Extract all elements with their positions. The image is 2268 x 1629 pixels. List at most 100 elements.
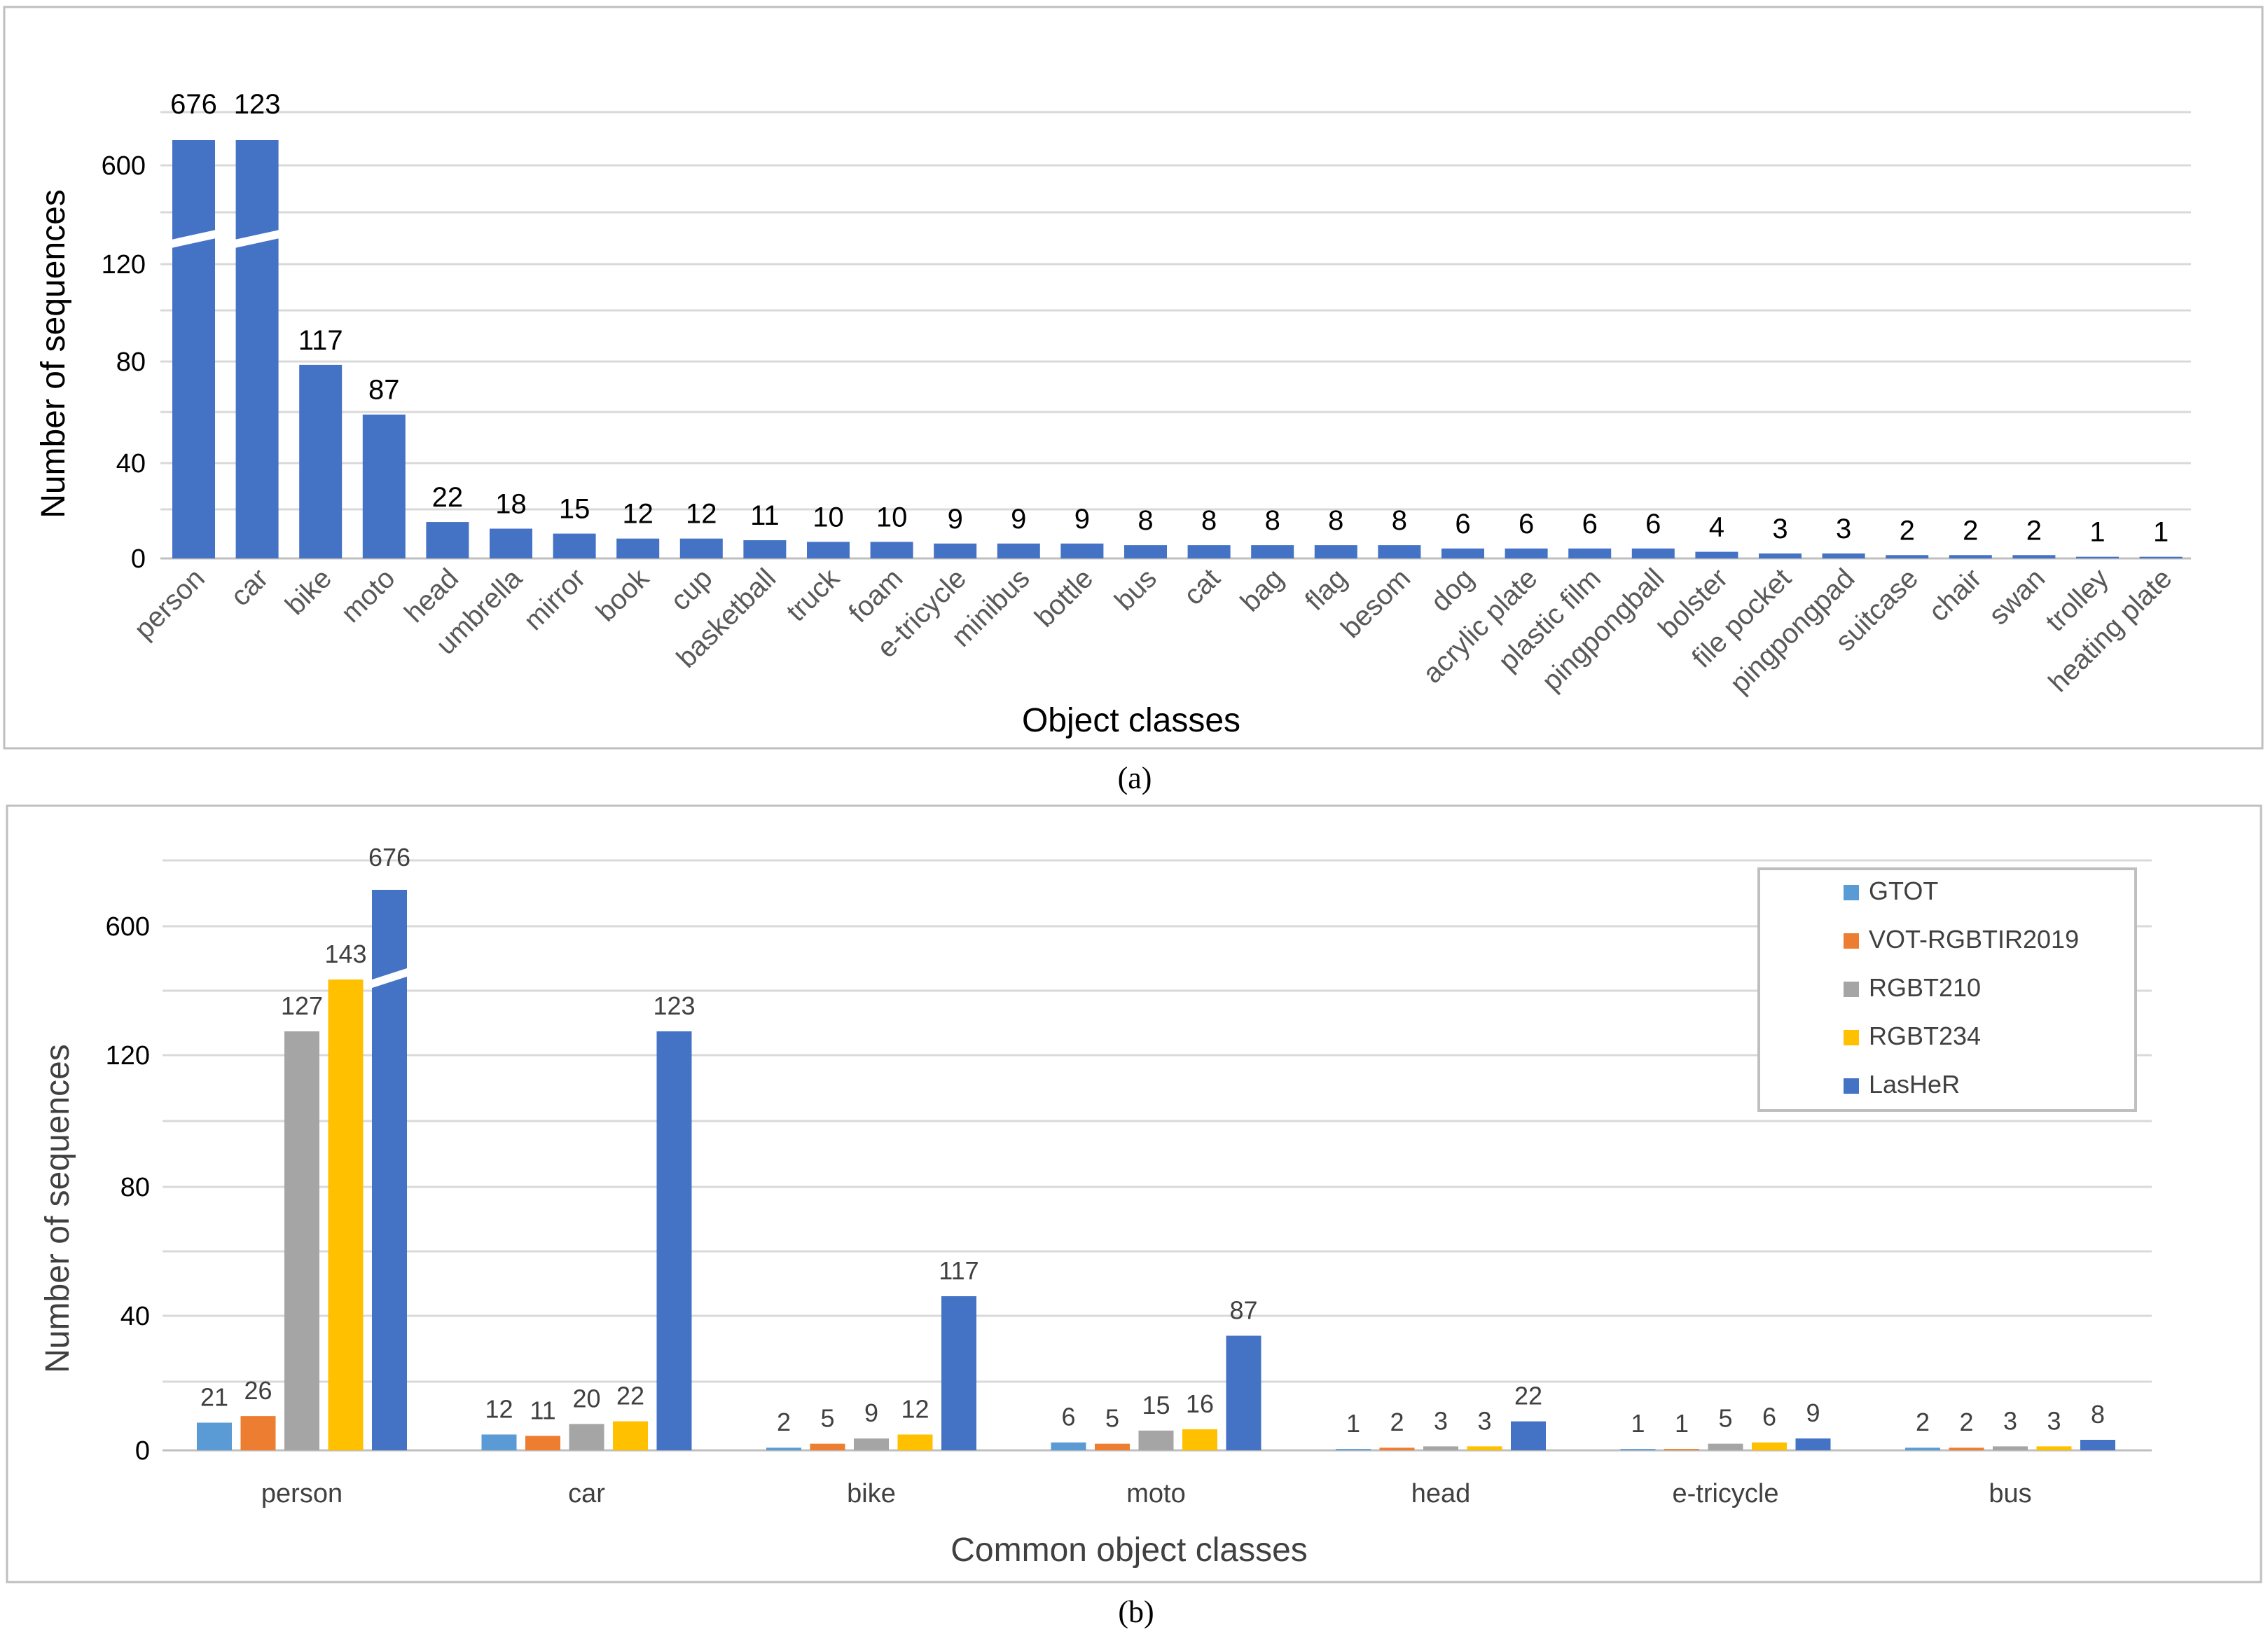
category-label: moto: [1126, 1479, 1185, 1508]
panel-a-y-axis-title: Number of sequences: [35, 189, 72, 518]
bar-e-tricycle-vot-rgbtir2019: [1664, 1449, 1699, 1450]
panel-a-y-ticks: 0 40 80 120 600: [102, 151, 146, 574]
bar-person-gtot: [197, 1422, 232, 1450]
bar-trolley: [2076, 556, 2119, 558]
bar-moto: [362, 414, 406, 558]
bar-bus-rgbt234: [2036, 1446, 2072, 1450]
panel-a-frame: [3, 6, 2264, 750]
y-tick-label: 0: [135, 1436, 150, 1466]
panel-a-x-axis-title: Object classes: [1022, 702, 1240, 739]
bar-bike: [299, 364, 343, 558]
data-label: 6: [1582, 509, 1598, 539]
panel-b-bars: [197, 890, 2115, 1450]
bar-pingpongball: [1631, 548, 1675, 558]
bar-e-tricycle-rgbt234: [1752, 1442, 1787, 1450]
bar-mirror: [553, 533, 596, 558]
bar-bike-rgbt234: [897, 1434, 933, 1450]
y-tick-label: 120: [102, 250, 146, 280]
bar-umbrella: [490, 528, 532, 558]
caption-b: (b): [1118, 1595, 1154, 1629]
legend-label: GTOT: [1869, 877, 1938, 905]
bar-e-tricycle-gtot: [1620, 1449, 1656, 1450]
category-label: bike: [847, 1479, 896, 1508]
bar-bike-vot-rgbtir2019: [810, 1443, 845, 1450]
data-label: 9: [1806, 1398, 1820, 1427]
data-label: 4: [1709, 512, 1724, 543]
bar-bus: [1124, 545, 1167, 558]
data-label: 8: [1392, 505, 1407, 536]
data-label: 123: [234, 89, 281, 120]
bar-head-vot-rgbtir2019: [1379, 1448, 1415, 1450]
data-label: 1: [1631, 1409, 1645, 1438]
axis-break-mark: [168, 229, 219, 249]
data-label: 10: [813, 502, 844, 532]
y-tick-label: 120: [106, 1041, 150, 1071]
data-label: 21: [200, 1383, 228, 1412]
data-label: 8: [1138, 505, 1153, 536]
data-label: 6: [1061, 1403, 1075, 1431]
bar-person-rgbt234: [328, 980, 364, 1450]
data-label: 6: [1519, 509, 1534, 539]
panel-a-bars: [168, 140, 2183, 558]
bar-moto-vot-rgbtir2019: [1095, 1443, 1130, 1450]
bar-e-tricycle-rgbt210: [1708, 1443, 1743, 1450]
data-label: 20: [572, 1384, 600, 1413]
category-label: car: [568, 1479, 605, 1508]
data-label: 1: [1675, 1409, 1689, 1438]
bar-cup: [679, 538, 723, 558]
data-label: 3: [2003, 1406, 2017, 1435]
data-label: 5: [1718, 1404, 1732, 1433]
bar-foam: [870, 542, 913, 558]
category-label: e-tricycle: [1672, 1479, 1778, 1508]
data-label: 676: [170, 89, 217, 120]
category-label: bus: [1989, 1479, 2031, 1508]
bar-bus-rgbt210: [1993, 1446, 2028, 1450]
data-label: 22: [616, 1382, 644, 1410]
y-tick-label: 0: [131, 544, 146, 574]
caption-a: (a): [1118, 761, 1152, 795]
bar-e-tricycle-lasher: [1795, 1438, 1831, 1450]
data-label: 117: [939, 1256, 979, 1285]
legend-swatch-rgbt210: [1844, 982, 1859, 997]
bar-dog: [1441, 548, 1484, 558]
data-label: 123: [653, 991, 695, 1020]
data-label: 11: [750, 500, 780, 531]
data-label: 15: [559, 494, 590, 525]
data-label: 8: [2091, 1400, 2105, 1429]
bar-moto-rgbt234: [1182, 1429, 1217, 1450]
data-label: 18: [495, 489, 527, 520]
data-label: 3: [1772, 514, 1788, 544]
bar-car: [235, 140, 279, 558]
data-label: 3: [2047, 1406, 2061, 1435]
bar-head: [426, 522, 469, 558]
data-label: 12: [485, 1394, 513, 1423]
data-label: 11: [530, 1396, 555, 1424]
data-label: 5: [1105, 1404, 1119, 1433]
y-tick-label: 40: [120, 1302, 150, 1331]
bar-bike-lasher: [941, 1296, 976, 1450]
data-label: 1: [1346, 1409, 1360, 1438]
bar-suitcase: [1886, 555, 1929, 558]
data-label: 3: [1477, 1406, 1491, 1435]
bar-plastic-film: [1568, 548, 1612, 558]
data-label: 143: [324, 940, 366, 968]
bar-person-rgbt210: [284, 1031, 319, 1450]
bar-moto-gtot: [1051, 1442, 1086, 1450]
bar-head-rgbt210: [1423, 1446, 1458, 1450]
axis-break-mark: [368, 967, 411, 989]
data-label: 2: [1963, 515, 1978, 546]
data-label: 2: [1900, 515, 1915, 546]
panel-b-x-axis-title: Common object classes: [950, 1532, 1308, 1569]
data-label: 16: [1186, 1389, 1214, 1418]
data-label: 22: [432, 482, 464, 513]
bar-book: [616, 538, 660, 558]
panel-b-legend: GTOT VOT-RGBTIR2019 RGBT210 RGBT234 LasHeR: [1757, 867, 2137, 1112]
bar-cat: [1187, 545, 1231, 558]
bar-chair: [1949, 555, 1992, 558]
bar-e-tricycle: [934, 543, 977, 558]
data-label: 2: [1916, 1408, 1930, 1436]
bar-bolster: [1695, 551, 1738, 558]
bar-minibus: [997, 543, 1040, 558]
data-label: 6: [1455, 509, 1470, 539]
